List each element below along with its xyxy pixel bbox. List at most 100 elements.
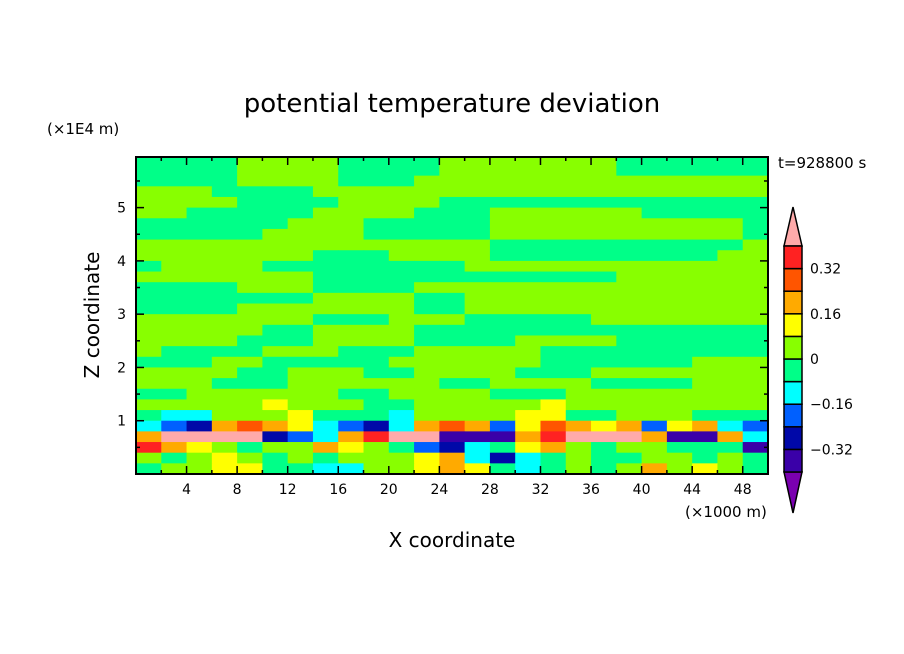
colorbar-box (783, 403, 803, 428)
contour-cell (464, 250, 491, 262)
contour-cell (641, 292, 668, 305)
contour-cell (641, 303, 668, 315)
contour-cell (692, 314, 718, 326)
contour-cell (211, 431, 238, 443)
contour-cell (464, 175, 491, 187)
contour-cell (136, 314, 162, 326)
contour-cell (515, 271, 541, 283)
contour-cell (136, 218, 162, 230)
contour-cell (742, 207, 769, 219)
contour-cell (338, 399, 365, 411)
contour-cell (136, 196, 162, 209)
contour-cell (742, 356, 769, 368)
contour-cell (565, 218, 592, 230)
contour-cell (136, 452, 162, 464)
contour-cell (540, 218, 567, 230)
contour-cell (262, 303, 289, 315)
contour-cell (692, 388, 718, 400)
contour-cell (414, 175, 440, 187)
contour-cell (388, 399, 415, 411)
contour-cell (161, 324, 188, 336)
contour-cell (591, 463, 617, 475)
contour-cell (388, 367, 415, 379)
contour-cell (616, 314, 643, 326)
contour-cell (136, 239, 162, 251)
contour-cell (388, 452, 415, 464)
contour-cell (161, 356, 188, 368)
colorbar-tick-label: 0 (810, 352, 819, 368)
contour-cell (717, 399, 744, 411)
contour-cell (540, 378, 567, 390)
contour-cell (312, 431, 339, 443)
contour-cell (287, 452, 314, 464)
contour-cell (565, 207, 592, 219)
x-unit-label: (×1000 m) (685, 503, 767, 521)
contour-cell (717, 271, 744, 283)
contour-cell (717, 260, 744, 273)
contour-cell (136, 228, 162, 241)
contour-cell (312, 292, 339, 305)
contour-cell (742, 186, 769, 198)
contour-cell (489, 292, 516, 305)
contour-cell (565, 367, 592, 379)
contour-cell (388, 335, 415, 347)
contour-cell (161, 303, 188, 315)
contour-cell (312, 346, 339, 358)
contour-cell (666, 431, 693, 443)
contour-cell (439, 378, 466, 390)
contour-cell (338, 207, 365, 219)
contour-cell (211, 228, 238, 241)
contour-cell (717, 324, 744, 336)
contour-cell (591, 378, 617, 390)
colorbar-box (783, 335, 803, 360)
contour-cell (312, 186, 339, 198)
contour-cell (641, 175, 668, 187)
contour-cell (136, 186, 162, 198)
contour-cell (692, 452, 718, 464)
colorbar-box (783, 290, 803, 315)
contour-cell (388, 442, 415, 454)
contour-cell (591, 228, 617, 241)
contour-cell (666, 175, 693, 187)
contour-cell (464, 324, 491, 336)
contour-cell (439, 410, 466, 422)
contour-cell (565, 314, 592, 326)
contour-cell (565, 292, 592, 305)
contour-cell (287, 303, 314, 315)
contour-cell (717, 420, 744, 432)
contour-cell (338, 314, 365, 326)
contour-cell (439, 314, 466, 326)
contour-cell (591, 175, 617, 187)
contour-cell (616, 157, 643, 166)
contour-cell (641, 463, 668, 475)
contour-cell (312, 164, 339, 177)
x-tick-label: 48 (734, 482, 752, 498)
contour-cell (515, 250, 541, 262)
contour-cell (237, 292, 263, 305)
contour-cell (742, 399, 769, 411)
contour-cell (591, 157, 617, 166)
contour-cell (540, 388, 567, 400)
contour-cell (439, 164, 466, 177)
contour-cell (666, 207, 693, 219)
contour-cell (211, 175, 238, 187)
contour-cell (565, 164, 592, 177)
contour-cell (262, 196, 289, 209)
contour-cell (237, 335, 263, 347)
contour-cell (464, 228, 491, 241)
contour-cell (237, 218, 263, 230)
contour-cell (414, 218, 440, 230)
contour-cell (616, 196, 643, 209)
contour-cell (338, 335, 365, 347)
contour-cell (388, 292, 415, 305)
contour-cell (565, 420, 592, 432)
contour-cell (742, 239, 769, 251)
contour-cell (439, 356, 466, 368)
contour-cell (237, 452, 263, 464)
contour-cell (186, 164, 213, 177)
contour-cell (161, 335, 188, 347)
contour-cell (388, 282, 415, 294)
x-tick-label: 8 (233, 482, 242, 498)
contour-cell (161, 260, 188, 273)
contour-cell (363, 431, 390, 443)
